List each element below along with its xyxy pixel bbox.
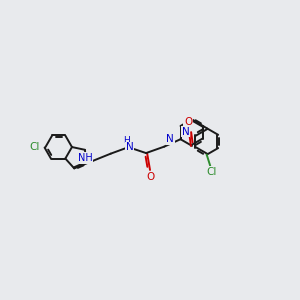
Text: N: N (126, 142, 134, 152)
Text: O: O (146, 172, 154, 182)
Text: Cl: Cl (206, 167, 217, 177)
Text: NH: NH (78, 153, 92, 163)
Text: N: N (166, 134, 174, 144)
Text: H: H (124, 136, 130, 145)
Text: Cl: Cl (30, 142, 40, 152)
Text: O: O (184, 117, 192, 127)
Text: N: N (182, 127, 190, 137)
